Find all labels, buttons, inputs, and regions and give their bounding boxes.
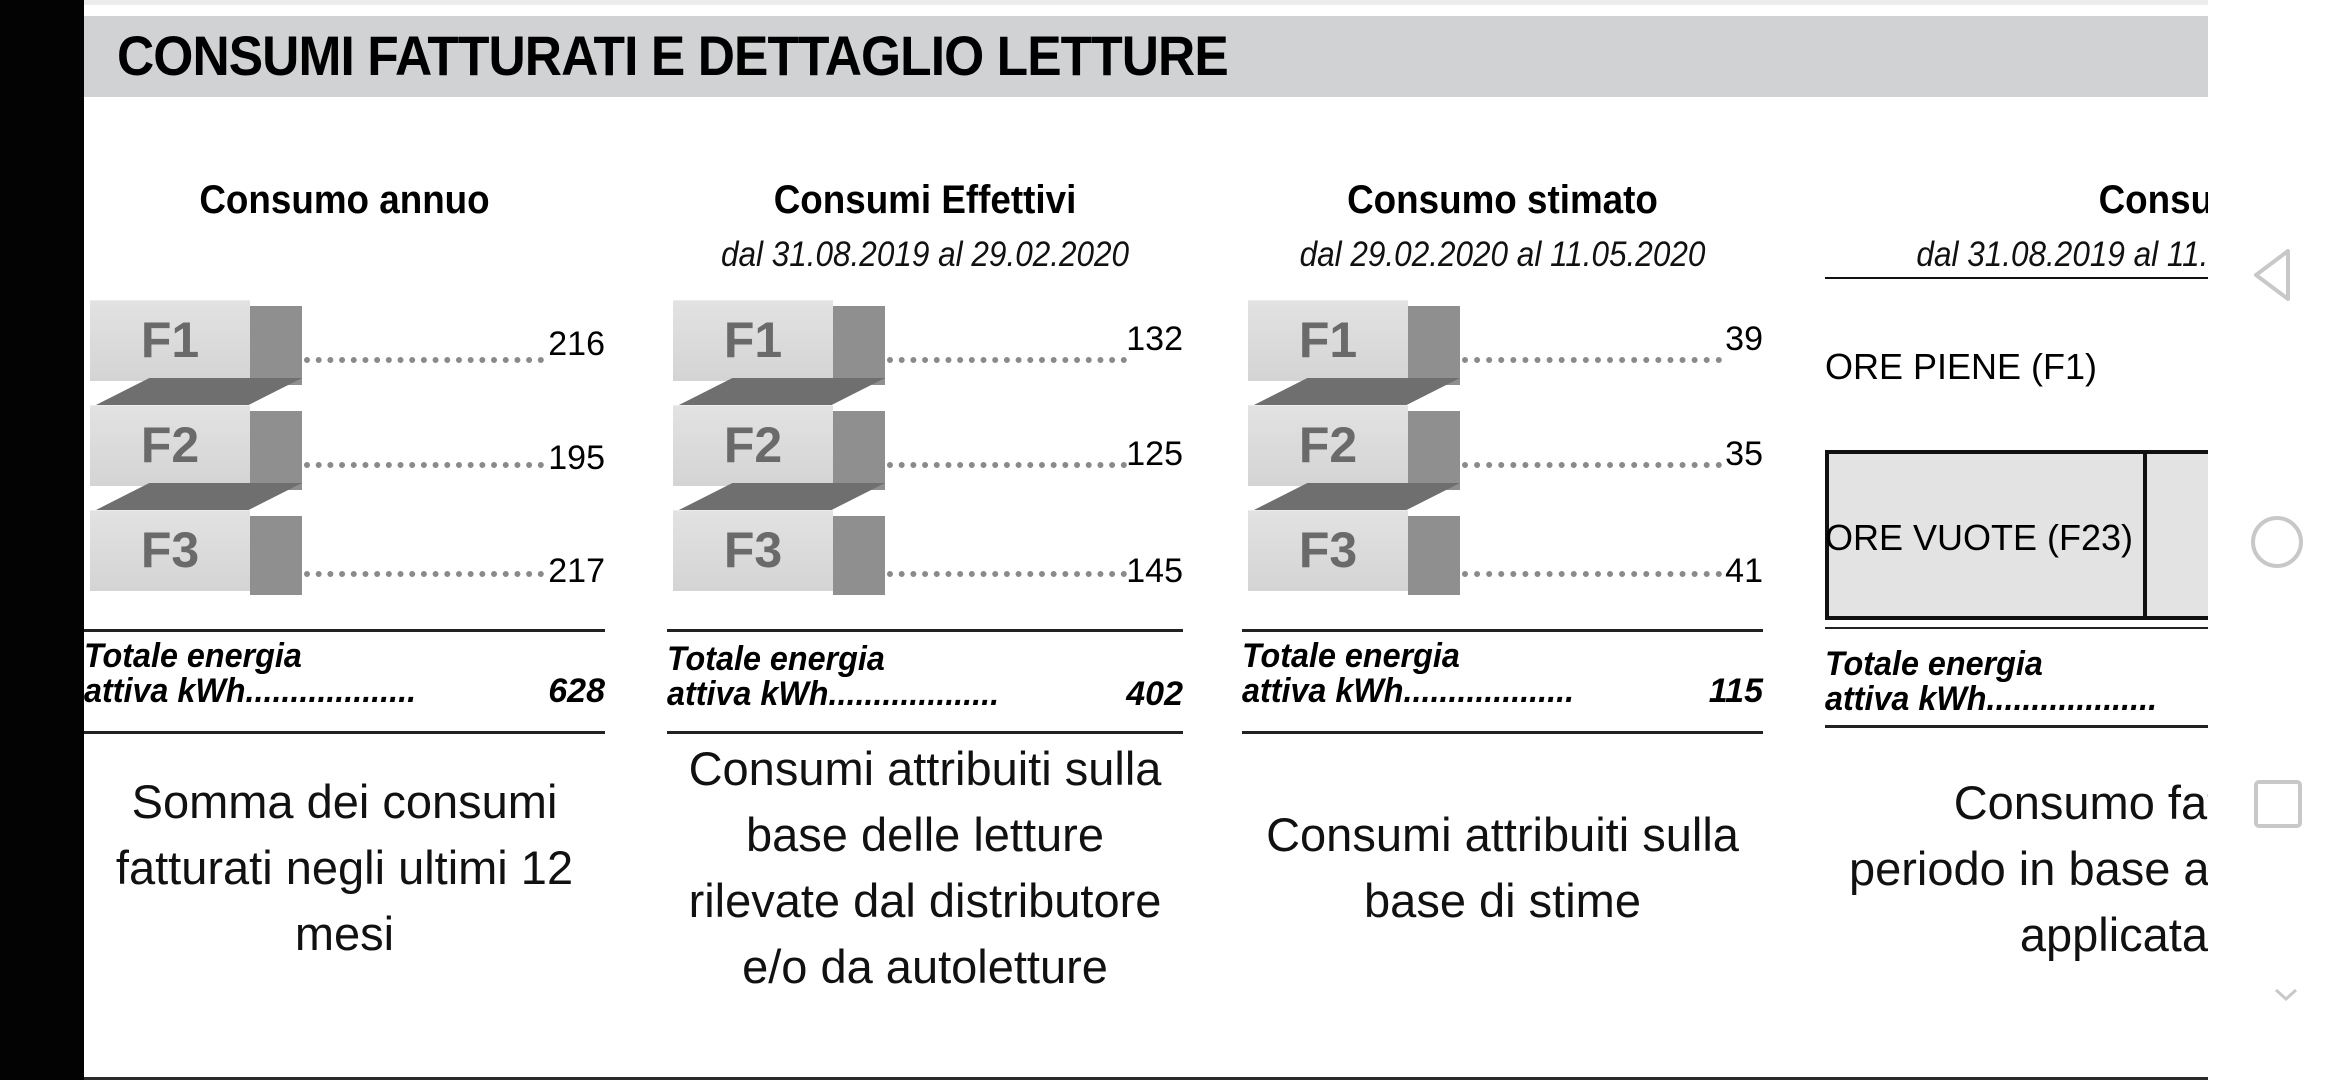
band-value-f1: 132: [1126, 320, 1183, 358]
description-line: periodo in base al: [1848, 842, 2208, 895]
band-label: F1: [1298, 312, 1358, 368]
column-consumo-fatturato: Consumo fattu dal 31.08.2019 al 11. ORE …: [1825, 0, 2208, 1077]
leader-dots: [1462, 462, 1722, 468]
band-label: F1: [723, 312, 783, 368]
description-line: applicata: [2019, 908, 2208, 961]
time-band-ore-vuote-box: [1825, 450, 2208, 620]
rule: [667, 629, 1183, 632]
total-label-line1: Totale energia: [84, 637, 302, 675]
recents-icon[interactable]: [2253, 779, 2303, 829]
total-label-line2: attiva kWh...................: [1242, 672, 1575, 710]
band-value-f3: 145: [1126, 552, 1183, 590]
band-block-f2: F2: [673, 405, 885, 500]
column-title: Consumo stimato: [1347, 178, 1658, 222]
column-title: Consumi Effettivi: [773, 178, 1077, 222]
leader-dots: [887, 462, 1127, 468]
total-value: 402: [1126, 675, 1183, 713]
rule: [667, 731, 1183, 734]
description-line: mesi: [294, 907, 395, 960]
rule: [1825, 627, 2208, 629]
band-label: F3: [140, 522, 200, 578]
rule: [1825, 277, 2208, 279]
rule: [1825, 725, 2208, 728]
band-block-f1: F1: [1248, 300, 1460, 395]
total-label-line2: attiva kWh...................: [84, 672, 417, 710]
band-value-f2: 125: [1126, 435, 1183, 473]
column-date-range: dal 31.08.2019 al 11.: [1916, 235, 2208, 274]
column-consumo-annuo: Consumo annuo F1 F2 F3 216 195 217 Total…: [84, 0, 605, 1077]
band-value-f1: 39: [1725, 320, 1763, 358]
band-block-f1: F1: [673, 300, 885, 395]
chevron-down-icon[interactable]: [2274, 987, 2298, 1003]
top-edge: [84, 0, 2208, 5]
column-title: Consumo annuo: [199, 178, 490, 222]
description-line: rilevate dal distributore: [688, 874, 1162, 927]
band-label: F3: [723, 522, 783, 578]
box-divider: [2143, 454, 2147, 616]
column-title: Consumo fattu: [2098, 178, 2208, 222]
description-line: fatturati negli ultimi 12: [115, 841, 574, 894]
leader-dots: [304, 357, 544, 363]
band-block-f3: F3: [1248, 510, 1460, 605]
leader-dots: [1462, 571, 1722, 577]
band-value-f3: 41: [1725, 552, 1763, 590]
rule: [84, 629, 605, 632]
document-viewport[interactable]: CONSUMI FATTURATI E DETTAGLIO LETTURE Co…: [84, 0, 2208, 1077]
total-value: 628: [548, 672, 605, 710]
time-band-ore-vuote: ORE VUOTE (F23): [1825, 517, 2134, 558]
description-line: Somma dei consumi: [131, 775, 558, 828]
band-label: F2: [1298, 417, 1358, 473]
band-value-f1: 216: [548, 325, 605, 363]
left-black-strip: [0, 0, 84, 1080]
column-consumi-effettivi: Consumi Effettivi dal 31.08.2019 al 29.0…: [667, 0, 1183, 1077]
band-value-f3: 217: [548, 552, 605, 590]
time-band-ore-piene: ORE PIENE (F1): [1825, 346, 2098, 387]
description-line: Consumi attribuiti sulla: [1266, 808, 1739, 861]
leader-dots: [1462, 357, 1722, 363]
total-label-line1: Totale energia: [1825, 645, 2043, 683]
column-description: Consumo fattur periodo in base al applic…: [1825, 770, 2208, 968]
total-label-line2: attiva kWh...................: [667, 675, 1000, 713]
description-line: Consumo fattur: [1953, 776, 2208, 829]
band-block-f3: F3: [673, 510, 885, 605]
band-value-f2: 35: [1725, 435, 1763, 473]
bottom-edge: [84, 1077, 2208, 1080]
band-label: F2: [723, 417, 783, 473]
rule: [1242, 629, 1763, 632]
description-line: base di stime: [1364, 874, 1641, 927]
band-block-f1: F1: [90, 300, 302, 395]
band-label: F2: [140, 417, 200, 473]
band-block-f2: F2: [90, 405, 302, 500]
band-label: F1: [140, 312, 200, 368]
leader-dots: [304, 462, 544, 468]
column-date-range: dal 29.02.2020 al 11.05.2020: [1299, 235, 1706, 274]
section-header: CONSUMI FATTURATI E DETTAGLIO LETTURE: [84, 16, 2208, 97]
column-description: Consumi attribuiti sulla base di stime: [1222, 802, 1783, 934]
total-label-line1: Totale energia: [1242, 637, 1460, 675]
total-label-line1: Totale energia: [667, 640, 885, 678]
home-icon[interactable]: [2249, 514, 2305, 570]
leader-dots: [887, 357, 1127, 363]
rule: [1242, 731, 1763, 734]
leader-dots: [304, 571, 544, 577]
band-label: F3: [1298, 522, 1358, 578]
total-label-line2: attiva kWh...................: [1825, 680, 2158, 718]
column-description: Somma dei consumi fatturati negli ultimi…: [84, 769, 625, 967]
column-description: Consumi attribuiti sulla base delle lett…: [647, 736, 1203, 1000]
rule: [84, 731, 605, 734]
band-block-f2: F2: [1248, 405, 1460, 500]
description-line: base delle letture: [746, 808, 1104, 861]
section-title: CONSUMI FATTURATI E DETTAGLIO LETTURE: [117, 24, 1229, 87]
description-line: Consumi attribuiti sulla: [688, 742, 1162, 795]
column-consumo-stimato: Consumo stimato dal 29.02.2020 al 11.05.…: [1242, 0, 1763, 1077]
band-block-f3: F3: [90, 510, 302, 605]
band-value-f2: 195: [548, 439, 605, 477]
column-date-range: dal 31.08.2019 al 29.02.2020: [720, 235, 1130, 274]
leader-dots: [887, 571, 1127, 577]
description-line: e/o da autoletture: [742, 940, 1108, 993]
total-value: 115: [1708, 672, 1763, 710]
back-icon[interactable]: [2252, 248, 2292, 302]
